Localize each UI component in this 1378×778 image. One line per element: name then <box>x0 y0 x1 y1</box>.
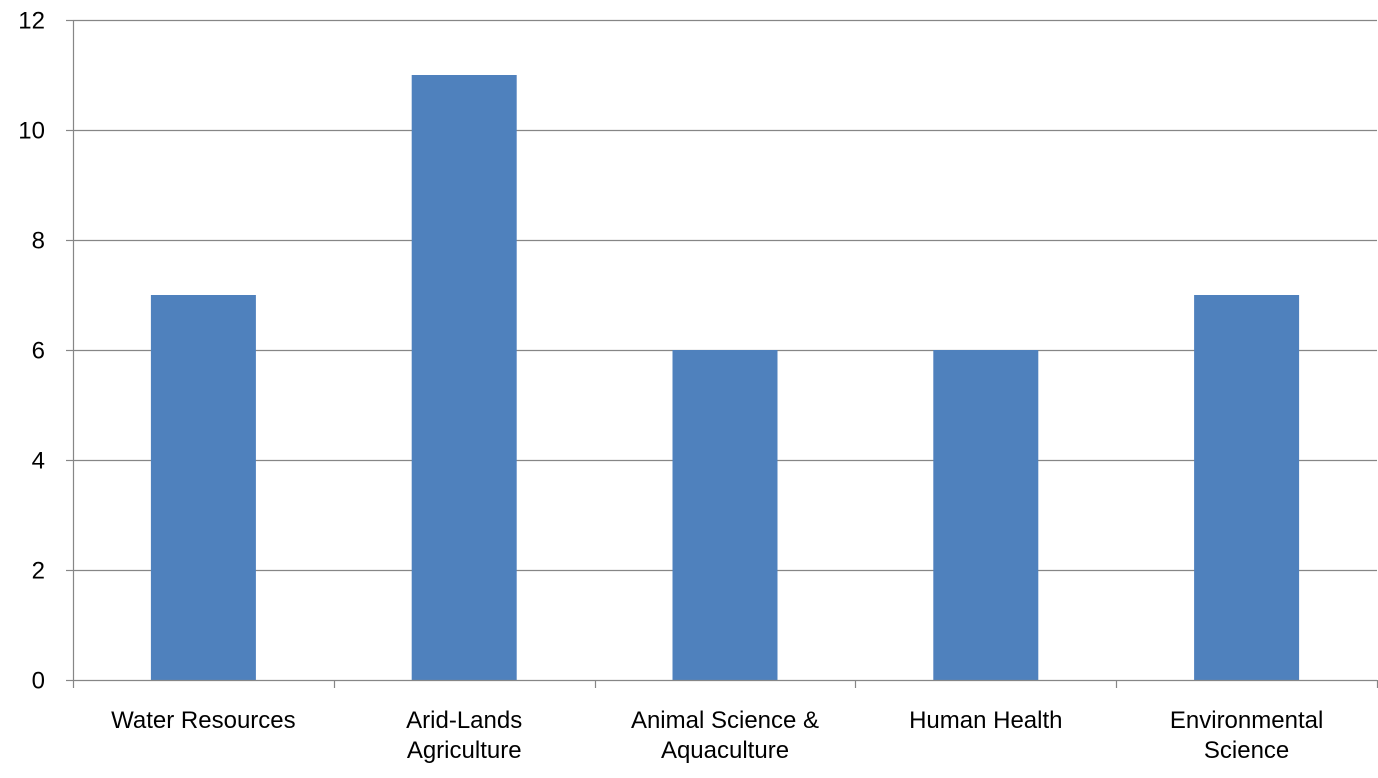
x-tick-labels: Water Resources Arid-Lands Agriculture Anim… <box>111 707 1323 764</box>
bar <box>1194 295 1300 680</box>
x-tick-label: Water Resources <box>111 707 296 734</box>
x-tick-label-line: Water Resources <box>111 707 296 734</box>
bar <box>411 75 517 680</box>
y-tick-label: 8 <box>32 228 45 255</box>
x-tick-label: Animal Science & Aquaculture <box>631 707 819 764</box>
x-tick-label: Environmental Science <box>1170 707 1323 764</box>
x-tick-label-line: Aquaculture <box>661 737 789 764</box>
y-tick-label: 2 <box>32 558 45 585</box>
y-tick-label: 0 <box>32 668 45 695</box>
x-tick-label-line: Agriculture <box>407 737 522 764</box>
bar <box>150 295 256 680</box>
bars <box>150 75 1300 680</box>
x-tick-label-line: Human Health <box>909 707 1062 734</box>
bar <box>933 350 1039 680</box>
bar <box>672 350 778 680</box>
x-tick-label: Human Health <box>909 707 1062 734</box>
y-tick-label: 12 <box>18 8 45 35</box>
y-tick-label: 4 <box>32 448 45 475</box>
y-tick-label: 10 <box>18 118 45 145</box>
x-tick-label-line: Environmental <box>1170 707 1323 734</box>
y-tick-label: 6 <box>32 338 45 365</box>
y-tick-labels: 0 2 4 6 8 10 12 <box>18 8 45 695</box>
x-tick-label-line: Arid-Lands <box>406 707 522 734</box>
axes <box>66 19 1378 688</box>
x-tick-label-line: Science <box>1204 737 1289 764</box>
x-tick-label: Arid-Lands Agriculture <box>406 707 522 764</box>
x-tick-label-line: Animal Science & <box>631 707 819 734</box>
